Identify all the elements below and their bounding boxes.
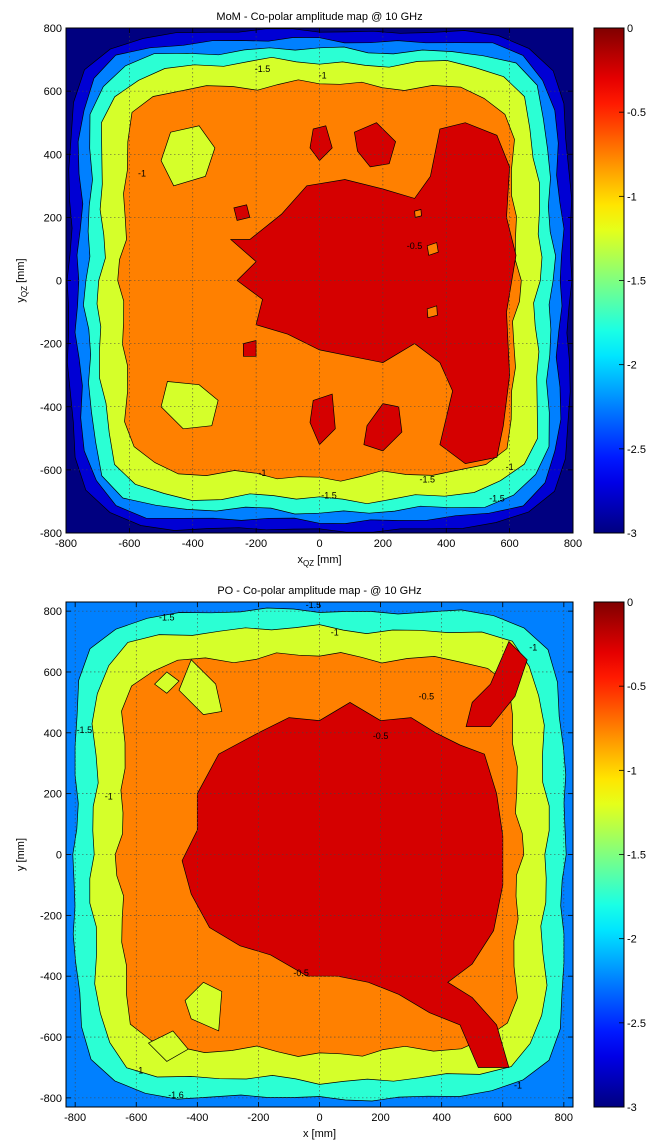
x-tick-label-4: 0 — [316, 1112, 322, 1124]
colorbar-tick-label-6: -3 — [627, 528, 637, 540]
y-tick-label-5: -200 — [40, 910, 62, 922]
x-tick-label-4: 0 — [316, 538, 322, 550]
po-chart-svg: -1.5 -1.5 -1 -1 -0.5 -0.5 -1.5 -1 -0.5 -1 -1.6 -1 -8… — [15, 585, 646, 1140]
po-amplitude-map: -1.5 -1.5 -1 -1 -0.5 -0.5 -1.5 -1 -0.5 -1 -1.6 -1 -8… — [0, 574, 657, 1148]
contour-label-8: -0.5 — [293, 968, 309, 978]
colorbar-tick-label-3: -1.5 — [627, 276, 646, 288]
colorbar-tick-label-5: -2.5 — [627, 1018, 646, 1030]
contour-island-3 — [184, 981, 223, 1032]
colorbar-tick-label-2: -1 — [627, 191, 637, 203]
contour-label-8: -1.5 — [321, 490, 337, 500]
x-tick-label-8: 800 — [555, 1112, 573, 1124]
y-tick-label-0: 800 — [44, 23, 62, 35]
contour-island-7 — [309, 393, 336, 446]
contour-label-2: -1 — [331, 627, 339, 637]
colorbar-tick-label-6: -3 — [627, 1102, 637, 1114]
x-tick-label-1: -600 — [118, 538, 140, 550]
contour-label-4: -0.5 — [373, 731, 389, 741]
chart-title: MoM - Co-polar amplitude map @ 10 GHz — [216, 11, 422, 23]
y-axis-label: yQZ [mm] — [15, 258, 29, 302]
x-tick-label-3: -200 — [247, 1112, 269, 1124]
contour-island-10 — [426, 242, 439, 256]
x-tick-label-7: 600 — [494, 1112, 512, 1124]
y-tick-label-5: -200 — [40, 339, 62, 351]
contour-island-6 — [243, 340, 257, 357]
x-tick-label-2: -400 — [182, 538, 204, 550]
contour-island-8 — [363, 403, 403, 452]
x-tick-label-2: -400 — [186, 1112, 208, 1124]
contour-island-1 — [465, 640, 528, 728]
contour-label-5: -0.5 — [419, 691, 435, 701]
x-tick-label-7: 600 — [500, 538, 518, 550]
contour-island-4 — [147, 1030, 189, 1062]
contour-island-1 — [160, 381, 219, 430]
x-tick-label-0: -800 — [55, 538, 77, 550]
x-tick-label-6: 400 — [437, 538, 455, 550]
colorbar-tick-label-4: -2 — [627, 934, 637, 946]
y-tick-label-8: -800 — [40, 1093, 62, 1105]
y-tick-label-1: 600 — [44, 667, 62, 679]
y-tick-label-7: -600 — [40, 465, 62, 477]
contour-label-9: -1 — [135, 1066, 143, 1076]
mom-amplitude-map: -1.5 -1 -1 -1.5 -0.5 -1 -1.5 -1 -1.5 -800 -600 -400… — [15, 11, 646, 568]
colorbar-tick-label-0: 0 — [627, 23, 633, 35]
colorbar-tick-label-2: -1 — [627, 765, 637, 777]
y-tick-label-2: 400 — [44, 149, 62, 161]
contour-label-4: -0.5 — [407, 241, 423, 251]
contour-island-2 — [229, 122, 517, 464]
mom-chart-svg: -1.5 -1 -1 -1.5 -0.5 -1 -1.5 -1 -1.5 -800 -600 -400… — [15, 11, 646, 568]
x-tick-label-0: -800 — [64, 1112, 86, 1124]
y-tick-label-3: 200 — [44, 212, 62, 224]
contour-label-3: -1 — [529, 643, 537, 653]
x-tick-label-8: 800 — [564, 538, 582, 550]
y-tick-label-0: 800 — [44, 606, 62, 618]
contour-label-0: -1.5 — [159, 612, 175, 622]
y-tick-label-3: 200 — [44, 789, 62, 801]
contour-label-7: -1 — [105, 792, 113, 802]
chart-title: PO - Co-polar amplitude map - @ 10 GHz — [217, 585, 421, 597]
x-tick-label-5: 200 — [374, 538, 392, 550]
contour-label-6: -1.5 — [77, 725, 93, 735]
contour-island-4 — [354, 122, 396, 168]
y-axis-label: y [mm] — [15, 838, 27, 871]
x-axis-label: xQZ [mm] — [297, 554, 341, 568]
y-tick-label-1: 600 — [44, 86, 62, 98]
y-tick-label-6: -400 — [40, 402, 62, 414]
x-axis-label: x [mm] — [303, 1128, 336, 1140]
y-tick-label-4: 0 — [56, 850, 62, 862]
y-tick-label-6: -400 — [40, 971, 62, 983]
y-tick-label-2: 400 — [44, 728, 62, 740]
contour-island-11 — [426, 305, 438, 319]
colorbar-tick-label-3: -1.5 — [627, 850, 646, 862]
contour-label-10: -1.6 — [168, 1090, 184, 1100]
contour-island-9 — [414, 209, 422, 218]
contour-island-5 — [154, 671, 180, 694]
contour-label-11: -1 — [514, 1081, 522, 1091]
contour-label-1: -1.5 — [306, 600, 322, 610]
colorbar-tick-label-1: -0.5 — [627, 107, 646, 119]
x-tick-label-1: -600 — [125, 1112, 147, 1124]
colorbar-tick-label-4: -2 — [627, 360, 637, 372]
y-tick-label-7: -600 — [40, 1032, 62, 1044]
colorbar-tick-label-1: -0.5 — [627, 681, 646, 693]
x-tick-label-3: -200 — [245, 538, 267, 550]
contour-island-2 — [178, 659, 223, 715]
contour-label-6: -1.5 — [489, 493, 505, 503]
contour-label-5: -1 — [506, 462, 514, 472]
contour-label-0: -1.5 — [255, 64, 271, 74]
contour-island-0 — [160, 125, 216, 187]
contour-label-7: -1 — [258, 468, 266, 478]
y-tick-label-4: 0 — [56, 276, 62, 288]
y-tick-label-8: -800 — [40, 528, 62, 540]
contour-label-1: -1 — [319, 71, 327, 81]
contour-island-3 — [309, 125, 333, 162]
colorbar-tick-label-5: -2.5 — [627, 444, 646, 456]
contour-island-5 — [233, 204, 251, 221]
contour-label-2: -1 — [138, 168, 146, 178]
colorbar-tick-label-0: 0 — [627, 597, 633, 609]
contour-label-3: -1.5 — [419, 475, 435, 485]
x-tick-label-6: 400 — [432, 1112, 450, 1124]
x-tick-label-5: 200 — [371, 1112, 389, 1124]
